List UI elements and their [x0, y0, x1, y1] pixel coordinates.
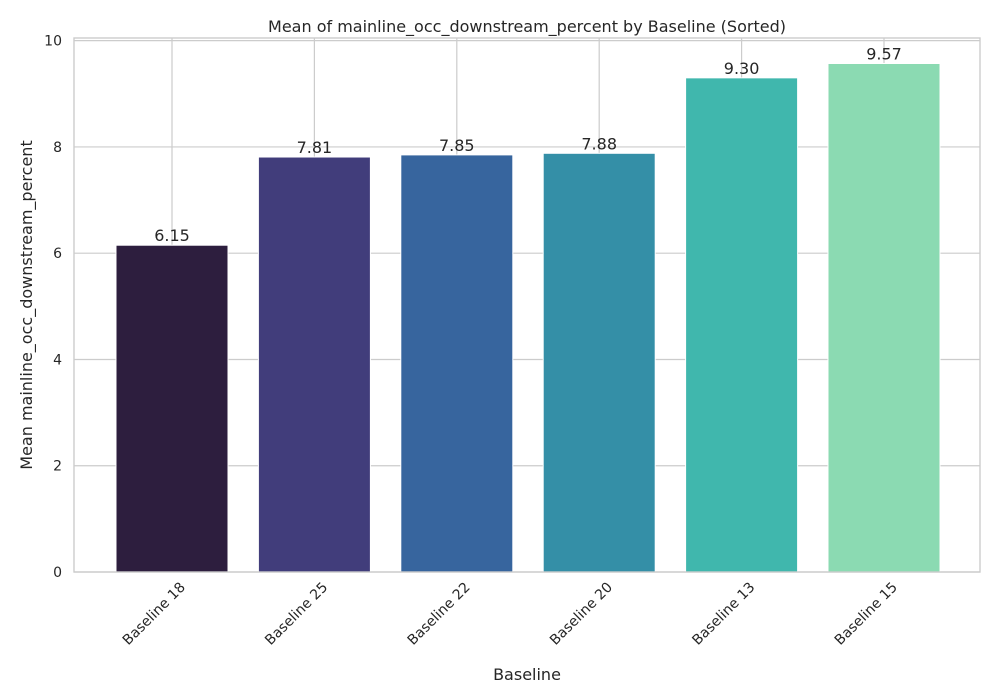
y-tick-label: 0	[53, 565, 62, 581]
x-tick-label: Baseline 22	[405, 580, 474, 649]
bar	[115, 244, 229, 573]
data-labels: 6.15 7.81 7.85 7.88 9.30 9.57	[154, 45, 902, 246]
x-axis-label: Baseline	[493, 665, 561, 684]
x-tick-label: Baseline 20	[547, 580, 616, 649]
y-tick-label: 6	[53, 246, 62, 262]
x-tick-label: Baseline 25	[262, 580, 331, 649]
y-tick-label: 4	[53, 352, 62, 368]
bar-value-label: 7.85	[439, 136, 475, 155]
y-tick-label: 8	[53, 140, 62, 156]
bar-value-label: 7.81	[297, 138, 333, 157]
plot-frame	[73, 37, 981, 573]
y-axis-label: Mean mainline_occ_downstream_percent	[17, 140, 37, 469]
bar-value-label: 7.88	[581, 134, 617, 153]
y-tick-label: 2	[53, 459, 62, 475]
bars	[115, 63, 941, 573]
bar	[827, 63, 941, 573]
bar	[542, 152, 656, 573]
x-tick-label: Baseline 13	[689, 580, 758, 649]
chart-title: Mean of mainline_occ_downstream_percent …	[268, 17, 786, 37]
bar-value-label: 9.57	[866, 45, 902, 64]
bar-value-label: 9.30	[724, 59, 760, 78]
bar	[685, 77, 799, 573]
x-tick-label: Baseline 18	[120, 580, 189, 649]
bar	[257, 156, 371, 573]
bar	[400, 154, 514, 573]
x-tick-label: Baseline 15	[832, 580, 901, 649]
x-ticks: Baseline 18 Baseline 25 Baseline 22 Baselin…	[120, 580, 901, 649]
bar-value-label: 6.15	[154, 226, 190, 245]
y-ticks: 0 2 4 6 8 10	[44, 34, 62, 581]
y-tick-label: 10	[44, 34, 62, 50]
